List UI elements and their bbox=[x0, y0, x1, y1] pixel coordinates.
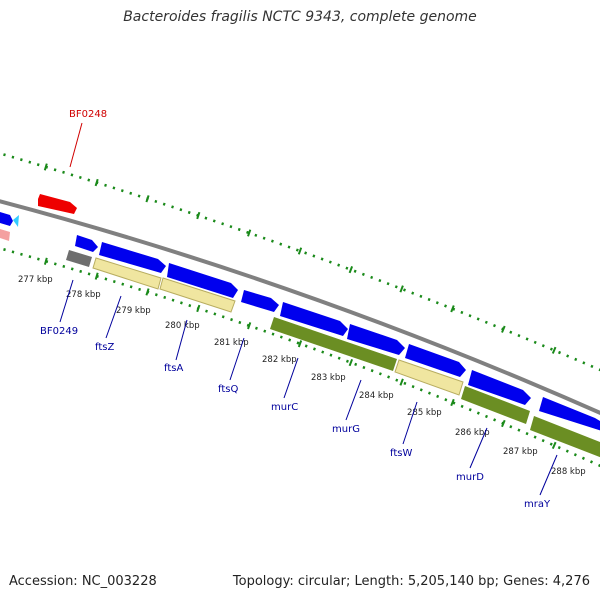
category-track bbox=[66, 250, 600, 459]
callout-mraY bbox=[539, 454, 558, 496]
ruler-tick bbox=[297, 340, 303, 348]
gene-label-ftsZ[interactable]: ftsZ bbox=[95, 342, 114, 353]
ruler-tick bbox=[94, 178, 99, 187]
gene-bf0248[interactable] bbox=[38, 194, 77, 214]
ruler-tick bbox=[450, 305, 455, 313]
ruler-tick bbox=[247, 322, 252, 330]
genome-backbone bbox=[0, 199, 600, 415]
accession-text: Accession: NC_003228 bbox=[9, 574, 157, 589]
kbp-label: 288 kbp bbox=[551, 467, 586, 477]
kbp-label: 282 kbp bbox=[262, 355, 297, 365]
bar-olive-murC[interactable] bbox=[270, 317, 397, 371]
gene-ftsW-cds[interactable] bbox=[405, 344, 466, 377]
ruler-tick bbox=[348, 266, 354, 274]
kbp-label: 280 kbp bbox=[165, 321, 200, 331]
gene-label-mraY[interactable]: mraY bbox=[524, 499, 551, 510]
gene-ftsA-cds[interactable] bbox=[167, 263, 238, 298]
ruler-tick bbox=[450, 398, 455, 407]
callout-murD bbox=[469, 427, 488, 469]
outer-ruler-ticks bbox=[43, 163, 557, 354]
kbp-label: 284 kbp bbox=[359, 391, 394, 401]
ruler-tick bbox=[43, 163, 48, 171]
outer-ruler-line bbox=[0, 152, 600, 372]
gene-label-ftsA[interactable]: ftsA bbox=[164, 363, 183, 374]
ruler-tick bbox=[247, 229, 252, 237]
bar-olive-mraY[interactable] bbox=[530, 416, 600, 459]
gene-label-ftsW[interactable]: ftsW bbox=[390, 448, 412, 459]
gene-blue-1[interactable] bbox=[75, 235, 98, 252]
callout-murC bbox=[283, 357, 299, 399]
callout-ftsQ bbox=[229, 337, 245, 381]
bar-yellow-1[interactable] bbox=[92, 257, 162, 290]
gene-small-blue-left[interactable] bbox=[0, 212, 13, 226]
kbp-label: 281 kbp bbox=[214, 338, 249, 348]
gene-small-cyan-left[interactable] bbox=[13, 215, 19, 227]
ruler-tick bbox=[501, 419, 506, 428]
gene-label-ftsQ[interactable]: ftsQ bbox=[218, 384, 238, 395]
kbp-label: 287 kbp bbox=[503, 447, 538, 457]
gene-label-bf0248[interactable]: BF0248 bbox=[69, 109, 107, 120]
ruler-tick bbox=[196, 211, 201, 220]
gene-ftsZ-cds[interactable] bbox=[99, 242, 166, 273]
callout-ftsW bbox=[402, 401, 418, 445]
gene-label-murG[interactable]: murG bbox=[332, 424, 360, 435]
bar-yellow-murG[interactable] bbox=[394, 359, 464, 396]
gene-mraY-cds[interactable] bbox=[539, 397, 600, 432]
ruler-tick bbox=[348, 358, 354, 367]
kbp-label: 286 kbp bbox=[455, 428, 490, 438]
callout-ftsZ bbox=[105, 295, 122, 339]
gene-murG-cds[interactable] bbox=[347, 324, 405, 355]
kbp-label: 285 kbp bbox=[407, 408, 442, 418]
gene-label-bf0249[interactable]: BF0249 bbox=[40, 326, 78, 337]
ruler-tick bbox=[501, 325, 506, 333]
gene-ftsQ-cds[interactable] bbox=[241, 290, 279, 312]
inner-ruler-line bbox=[0, 247, 600, 468]
kbp-label: 277 kbp bbox=[18, 275, 53, 285]
ruler-tick bbox=[297, 247, 303, 255]
callout-bf0249 bbox=[59, 279, 74, 323]
ruler-tick bbox=[196, 304, 201, 313]
kbp-label: 278 kbp bbox=[66, 290, 101, 300]
callout-bf0248 bbox=[69, 122, 83, 168]
ruler-tick bbox=[145, 288, 150, 296]
ruler-tick bbox=[43, 257, 48, 265]
kbp-labels: 277 kbp 278 kbp 279 kbp 280 kbp 281 kbp … bbox=[18, 275, 586, 477]
ruler-tick bbox=[145, 195, 150, 203]
kbp-label: 283 kbp bbox=[311, 373, 346, 383]
gene-murD-cds[interactable] bbox=[468, 370, 531, 405]
kbp-label: 279 kbp bbox=[116, 306, 151, 316]
gene-label-murC[interactable]: murC bbox=[271, 402, 298, 413]
ruler-tick bbox=[399, 285, 404, 293]
callout-murG bbox=[345, 379, 362, 421]
inner-ruler-ticks bbox=[43, 257, 557, 450]
ruler-tick bbox=[94, 272, 99, 280]
map-title: Bacteroides fragilis NCTC 9343, complete… bbox=[123, 9, 477, 25]
gene-label-murD[interactable]: murD bbox=[456, 472, 484, 483]
gene-bf0249-bar[interactable] bbox=[66, 250, 92, 267]
cds-track bbox=[75, 235, 600, 432]
gene-pink-left[interactable] bbox=[0, 229, 10, 241]
ruler-tick bbox=[551, 346, 557, 354]
bar-olive-ftsW[interactable] bbox=[461, 386, 530, 424]
callout-ftsA bbox=[175, 319, 188, 361]
ruler-tick bbox=[551, 441, 557, 450]
gene-murC-cds[interactable] bbox=[280, 302, 348, 336]
genome-stats: Topology: circular; Length: 5,205,140 bp… bbox=[232, 574, 590, 589]
ruler-tick bbox=[399, 378, 404, 386]
bar-yellow-2[interactable] bbox=[159, 277, 236, 313]
